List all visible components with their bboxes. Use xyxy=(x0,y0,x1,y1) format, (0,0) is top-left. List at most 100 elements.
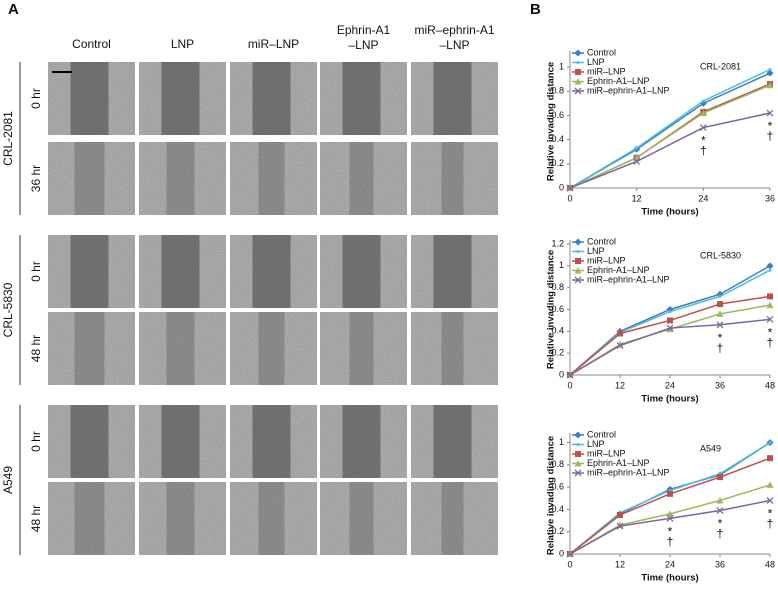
marker xyxy=(666,324,674,332)
scratch-gap xyxy=(252,62,291,135)
y-axis-title: Relative invading distance xyxy=(546,436,557,555)
y-tick-label: 0 xyxy=(559,369,564,379)
marker xyxy=(574,431,582,439)
micrograph xyxy=(139,142,226,215)
marker xyxy=(574,469,582,477)
marker xyxy=(574,78,582,85)
annotation: † xyxy=(717,527,724,541)
y-axis-title: Relative invading distance xyxy=(546,250,557,369)
legend-label: miR–LNP xyxy=(587,66,626,76)
marker xyxy=(766,81,774,89)
marker xyxy=(766,315,774,323)
column-header: Control xyxy=(72,37,111,51)
scratch-gap xyxy=(166,142,195,215)
legend-label: LNP xyxy=(587,439,605,449)
micrograph xyxy=(320,142,407,215)
scratch-gap xyxy=(70,405,109,478)
scratch-gap xyxy=(441,142,464,215)
y-tick-label: 0.2 xyxy=(551,158,564,168)
series-line xyxy=(569,304,771,376)
scratch-gap xyxy=(441,482,464,555)
micrograph xyxy=(48,312,135,385)
scratch-gap xyxy=(342,62,381,135)
legend-label: miR–LNP xyxy=(587,448,626,458)
micrograph xyxy=(230,312,317,385)
marker xyxy=(566,550,574,558)
marker xyxy=(574,267,582,274)
cell-line-label: CRL-2081 xyxy=(1,111,15,166)
time-label: 36 hr xyxy=(29,165,43,192)
marker xyxy=(716,497,724,504)
panel-label: A xyxy=(8,1,19,18)
scratch-gap xyxy=(161,405,200,478)
scratch-gap xyxy=(74,142,105,215)
micrograph xyxy=(320,312,407,385)
x-tick-label: 0 xyxy=(567,193,572,203)
marker xyxy=(617,512,623,518)
marker xyxy=(616,342,624,349)
scratch-gap xyxy=(349,482,374,555)
legend-label: miR–LNP xyxy=(587,255,626,265)
marker xyxy=(574,87,582,95)
micrograph xyxy=(48,62,135,135)
column-header: LNP xyxy=(171,37,194,51)
marker xyxy=(716,310,724,317)
x-tick-label: 48 xyxy=(765,559,775,569)
scratch-gap xyxy=(441,312,464,385)
marker xyxy=(716,507,724,515)
annotation: * xyxy=(718,331,723,345)
legend-label: miR–ephrin-A1–LNP xyxy=(587,467,670,477)
time-label: 48 hr xyxy=(29,505,43,532)
x-tick-label: 36 xyxy=(715,559,725,569)
scratch-gap xyxy=(342,405,381,478)
x-tick-label: 36 xyxy=(715,380,725,390)
scratch-gap xyxy=(258,482,285,555)
micrograph xyxy=(320,235,407,308)
y-tick-label: 0.8 xyxy=(551,86,564,96)
marker xyxy=(575,451,581,457)
micrograph xyxy=(411,142,498,215)
annotation: * xyxy=(701,134,706,148)
annotation: * xyxy=(668,525,673,539)
annotation: † xyxy=(667,535,674,549)
x-axis-title: Time (hours) xyxy=(641,573,698,584)
x-tick-label: 24 xyxy=(698,193,708,203)
marker xyxy=(574,49,582,57)
y-axis-title: Relative invading distance xyxy=(546,62,557,181)
marker xyxy=(666,510,674,517)
marker xyxy=(766,69,774,77)
y-tick-label: 0.8 xyxy=(551,459,564,469)
annotation: * xyxy=(768,119,773,133)
legend-label: Control xyxy=(587,236,616,246)
marker xyxy=(574,460,582,467)
marker xyxy=(575,69,581,75)
legend-label: miR–ephrin-A1–LNP xyxy=(587,274,670,284)
marker xyxy=(633,157,641,165)
micrograph xyxy=(411,405,498,478)
micrograph xyxy=(48,482,135,555)
scratch-gap xyxy=(70,235,109,308)
marker xyxy=(699,109,707,117)
marker xyxy=(768,268,772,272)
series-line xyxy=(569,68,771,189)
time-label: 0 hr xyxy=(29,431,43,452)
y-tick-label: 0.4 xyxy=(551,326,564,336)
micrograph xyxy=(320,62,407,135)
x-tick-label: 12 xyxy=(615,559,625,569)
marker xyxy=(616,522,624,530)
micrograph xyxy=(48,142,135,215)
scratch-gap xyxy=(433,62,472,135)
marker xyxy=(576,250,580,253)
scratch-gap xyxy=(433,235,472,308)
micrograph xyxy=(230,235,317,308)
marker xyxy=(766,301,774,309)
micrograph xyxy=(411,312,498,385)
marker xyxy=(717,474,723,481)
marker xyxy=(766,497,774,504)
series-line xyxy=(569,112,771,189)
series-line xyxy=(569,84,771,189)
y-tick-label: 0.4 xyxy=(551,134,564,144)
micrograph xyxy=(139,405,226,478)
y-tick-label: 0.2 xyxy=(551,348,564,358)
x-tick-label: 12 xyxy=(632,193,642,203)
